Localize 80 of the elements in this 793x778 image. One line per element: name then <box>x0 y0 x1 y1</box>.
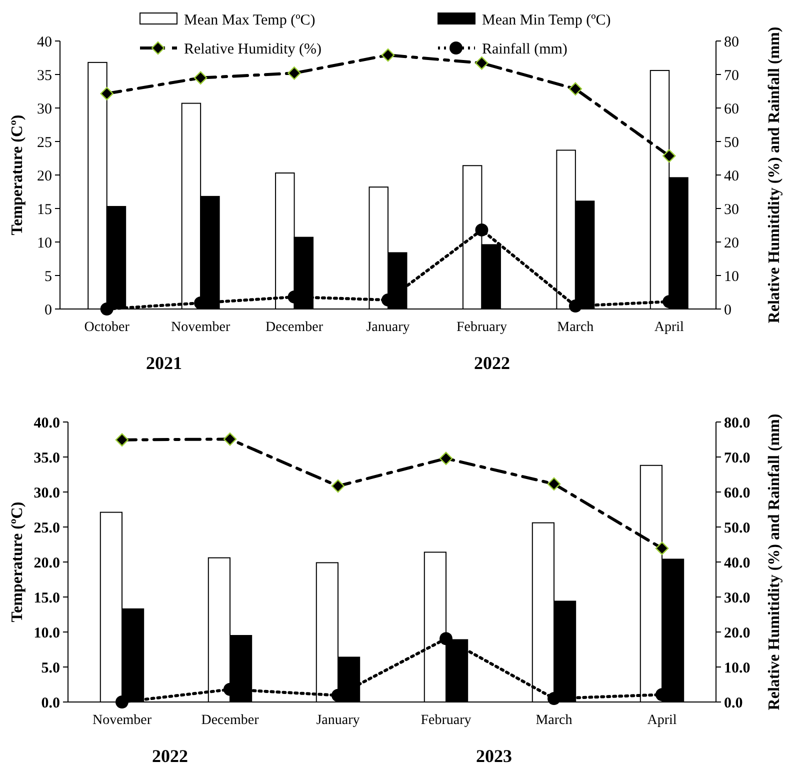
x-tick-label: December <box>266 320 324 335</box>
y2-tick-label: 30.0 <box>724 590 750 606</box>
x-tick-label: November <box>92 713 152 728</box>
y2-tick-label: 20.0 <box>724 625 750 642</box>
x-tick-label: March <box>536 713 572 728</box>
point <box>223 432 237 446</box>
y2-tick-label: 50.0 <box>724 520 750 536</box>
x-tick-label: January <box>366 320 410 335</box>
y-tick-label: 40 <box>37 34 52 50</box>
y-tick-label: 10 <box>37 235 52 252</box>
point <box>547 477 561 491</box>
y-axis-title: Temperature (ºC) <box>9 502 26 622</box>
y2-tick-label: 70 <box>724 68 739 84</box>
point <box>662 149 676 163</box>
point <box>116 696 128 708</box>
y-tick-label: 15 <box>37 202 52 218</box>
legend-label: Relative Humidity (%) <box>184 41 322 58</box>
y-tick-label: 20 <box>37 168 52 184</box>
y2-tick-label: 70.0 <box>724 450 750 466</box>
y2-axis-title: Relative Humitidity (%) and Rainfall (mm) <box>766 26 783 324</box>
y2-tick-label: 10.0 <box>724 660 750 676</box>
y-tick-label: 0.0 <box>41 695 60 712</box>
text: 2022 <box>152 746 188 766</box>
text: 2023 <box>476 746 512 766</box>
y-tick-label: 5 <box>44 268 52 285</box>
y-tick-label: 5.0 <box>41 660 60 676</box>
y2-tick-label: 80 <box>724 34 739 50</box>
point <box>439 452 453 465</box>
y2-tick-label: 80.0 <box>724 415 750 432</box>
y-tick-label: 25 <box>37 134 52 151</box>
y2-tick-label: 60.0 <box>724 485 750 502</box>
point <box>381 48 395 62</box>
x-tick-label: March <box>557 320 594 335</box>
x-tick-label: January <box>316 713 360 728</box>
x-tick-label: April <box>647 713 677 728</box>
y-tick-label: 35 <box>37 68 52 84</box>
y-tick-label: 15.0 <box>34 590 60 606</box>
y2-tick-label: 0 <box>724 302 732 318</box>
point <box>548 692 560 705</box>
x-tick-label: February <box>420 713 472 728</box>
legend-label: Rainfall (mm) <box>482 41 568 58</box>
legend-label: Mean Max Temp (ºC) <box>184 12 316 28</box>
point <box>194 71 208 84</box>
point <box>568 82 582 96</box>
y-tick-label: 0 <box>44 302 52 318</box>
y-tick-label: 20.0 <box>34 555 60 572</box>
y2-tick-label: 40.0 <box>724 555 750 572</box>
y-tick-label: 35.0 <box>34 450 60 466</box>
x-tick-label: April <box>654 320 684 335</box>
y-tick-label: 30 <box>37 101 52 118</box>
y-tick-label: 40.0 <box>34 415 60 432</box>
point <box>475 223 488 236</box>
x-tick-label: October <box>84 320 130 335</box>
y-tick-label: 10.0 <box>34 625 60 642</box>
point <box>655 542 669 555</box>
y2-axis-title: Relative Humitidity (%) and Rainfall (mm) <box>766 414 783 710</box>
x-tick-label: November <box>171 320 230 335</box>
y-axis-title: Temperature (Cº) <box>9 114 26 236</box>
text: 2021 <box>146 353 182 373</box>
x-tick-label: February <box>456 320 507 335</box>
point <box>440 632 452 646</box>
y2-tick-label: 20 <box>724 235 739 252</box>
point <box>331 479 345 493</box>
point <box>100 86 114 100</box>
y2-tick-label: 0.0 <box>724 695 743 712</box>
y2-tick-label: 40 <box>724 168 739 184</box>
point <box>568 299 582 312</box>
point <box>100 302 114 316</box>
point <box>475 56 488 70</box>
y2-tick-label: 10 <box>724 268 739 285</box>
y-tick-label: 30.0 <box>34 485 60 502</box>
legend-label: Mean Min Temp (ºC) <box>482 12 611 28</box>
text: 2022 <box>474 353 510 373</box>
point <box>115 433 129 446</box>
y2-tick-label: 60 <box>724 101 739 118</box>
x-tick-label: December <box>201 713 260 728</box>
y-tick-label: 25.0 <box>34 520 60 536</box>
y2-tick-label: 30 <box>724 202 739 218</box>
y2-tick-label: 50 <box>724 134 739 151</box>
point <box>288 66 301 80</box>
